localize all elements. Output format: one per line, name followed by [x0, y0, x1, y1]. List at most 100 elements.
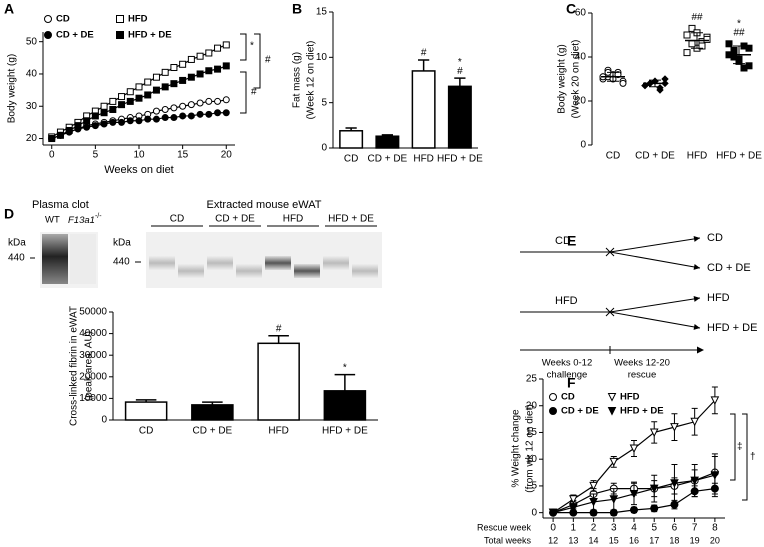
- marker: [126, 117, 134, 125]
- total-week-label: 20: [710, 535, 720, 545]
- marker: [196, 52, 204, 60]
- marker: [109, 118, 117, 126]
- y-axis-label: (from wk 12 on diet): [525, 404, 536, 492]
- bar: [257, 342, 300, 421]
- marker: [100, 102, 108, 110]
- y-tick-label: 10000: [79, 393, 107, 404]
- y-axis-label: Body weight (g): [557, 44, 568, 113]
- marker: [569, 503, 578, 512]
- arrow-head: [693, 264, 700, 270]
- lane-band: [207, 256, 233, 270]
- annotation: *: [343, 362, 347, 373]
- legend-label: HFD: [128, 14, 148, 25]
- row-label: Total weeks: [484, 535, 532, 545]
- marker: [690, 476, 699, 486]
- y-axis-label: Fat mass (g): [292, 52, 303, 108]
- marker: [144, 91, 152, 99]
- marker: [214, 65, 222, 73]
- marker: [83, 123, 91, 131]
- error-bar: [649, 79, 661, 88]
- branch-label: HFD: [707, 292, 730, 304]
- x-tick-label: CD + DE: [368, 154, 408, 165]
- marker: [187, 101, 195, 109]
- y-tick-label: 40: [26, 69, 38, 80]
- marker: [205, 49, 213, 57]
- x-tick-label: 8: [712, 523, 718, 534]
- x-tick-label: 0: [49, 150, 55, 161]
- start-label: HFD: [555, 295, 578, 307]
- marker: [179, 112, 187, 120]
- total-week-label: 14: [589, 535, 599, 545]
- annotation: *: [737, 18, 741, 29]
- panel-label: B: [292, 1, 302, 17]
- x-tick-label: 3: [611, 523, 617, 534]
- marker: [745, 44, 753, 52]
- marker: [144, 115, 152, 123]
- marker: [548, 508, 558, 518]
- marker: [152, 86, 160, 94]
- x-tick-label: 15: [177, 150, 189, 161]
- bracket: [240, 33, 261, 114]
- marker: [688, 24, 696, 32]
- legend-marker: [116, 31, 124, 39]
- marker: [222, 96, 230, 104]
- size-marker: 440: [113, 257, 130, 268]
- annotation: #: [421, 48, 427, 59]
- annotation: †: [750, 452, 756, 463]
- legend-marker: [116, 15, 124, 23]
- bar: [411, 70, 436, 149]
- genotype: -/-: [95, 213, 102, 220]
- error-bar: [454, 77, 466, 87]
- legend-label: HFD: [620, 392, 640, 403]
- marker: [725, 40, 733, 48]
- x-tick-label: CD: [139, 426, 153, 437]
- annotation: ‡: [737, 442, 743, 453]
- y-tick-label: 20000: [79, 371, 107, 382]
- lane-group-label: CD: [170, 214, 184, 225]
- marker: [710, 396, 720, 406]
- marker: [179, 60, 187, 68]
- branch-label: CD + DE: [707, 262, 751, 274]
- marker: [118, 93, 126, 101]
- marker: [144, 78, 152, 86]
- lane-band: [42, 234, 68, 284]
- x-tick-label: HFD + DE: [322, 426, 368, 437]
- marker: [649, 428, 659, 438]
- y-tick-label: 50: [26, 36, 38, 47]
- y-tick-label: 10: [526, 454, 538, 465]
- marker: [170, 104, 178, 112]
- marker: [688, 40, 696, 48]
- y-axis-label: % Weight change: [511, 409, 522, 488]
- marker: [196, 70, 204, 78]
- marker: [569, 495, 578, 504]
- bar: [323, 390, 367, 421]
- blot-title: Extracted mouse eWAT: [207, 199, 322, 211]
- lane-band: [236, 264, 262, 278]
- x-tick-label: HFD + DE: [716, 151, 762, 162]
- legend-label: CD + DE: [56, 30, 94, 41]
- error-bar: [268, 335, 289, 344]
- marker: [214, 109, 222, 117]
- marker: [135, 117, 143, 125]
- x-tick-label: HFD: [413, 154, 434, 165]
- marker: [214, 44, 222, 52]
- lane-band: [323, 256, 349, 270]
- marker: [152, 73, 160, 81]
- y-axis-label: Body weight (g): [7, 54, 18, 123]
- y-tick-label: 0: [531, 507, 537, 518]
- legend-label: CD: [561, 392, 575, 403]
- marker: [91, 112, 99, 120]
- legend-marker: [44, 15, 52, 23]
- y-tick-label: 30000: [79, 350, 107, 361]
- annotation: *: [250, 41, 254, 52]
- y-tick-label: 60: [575, 8, 587, 19]
- legend-marker: [607, 393, 617, 402]
- annotation: *: [458, 57, 462, 68]
- marker: [161, 83, 169, 91]
- total-week-label: 19: [690, 535, 700, 545]
- branch-label: CD: [707, 232, 723, 244]
- marker: [650, 504, 659, 513]
- x-tick-label: HFD: [268, 426, 289, 437]
- marker: [589, 481, 598, 491]
